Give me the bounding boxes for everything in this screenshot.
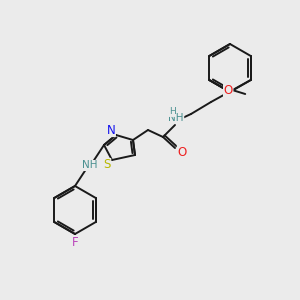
Text: H: H: [169, 107, 176, 116]
Text: N: N: [106, 124, 116, 136]
Text: F: F: [72, 236, 78, 250]
Text: O: O: [224, 85, 233, 98]
Text: NH: NH: [82, 160, 97, 170]
Text: NH: NH: [168, 113, 184, 123]
Text: O: O: [177, 146, 187, 158]
Text: S: S: [103, 158, 111, 172]
